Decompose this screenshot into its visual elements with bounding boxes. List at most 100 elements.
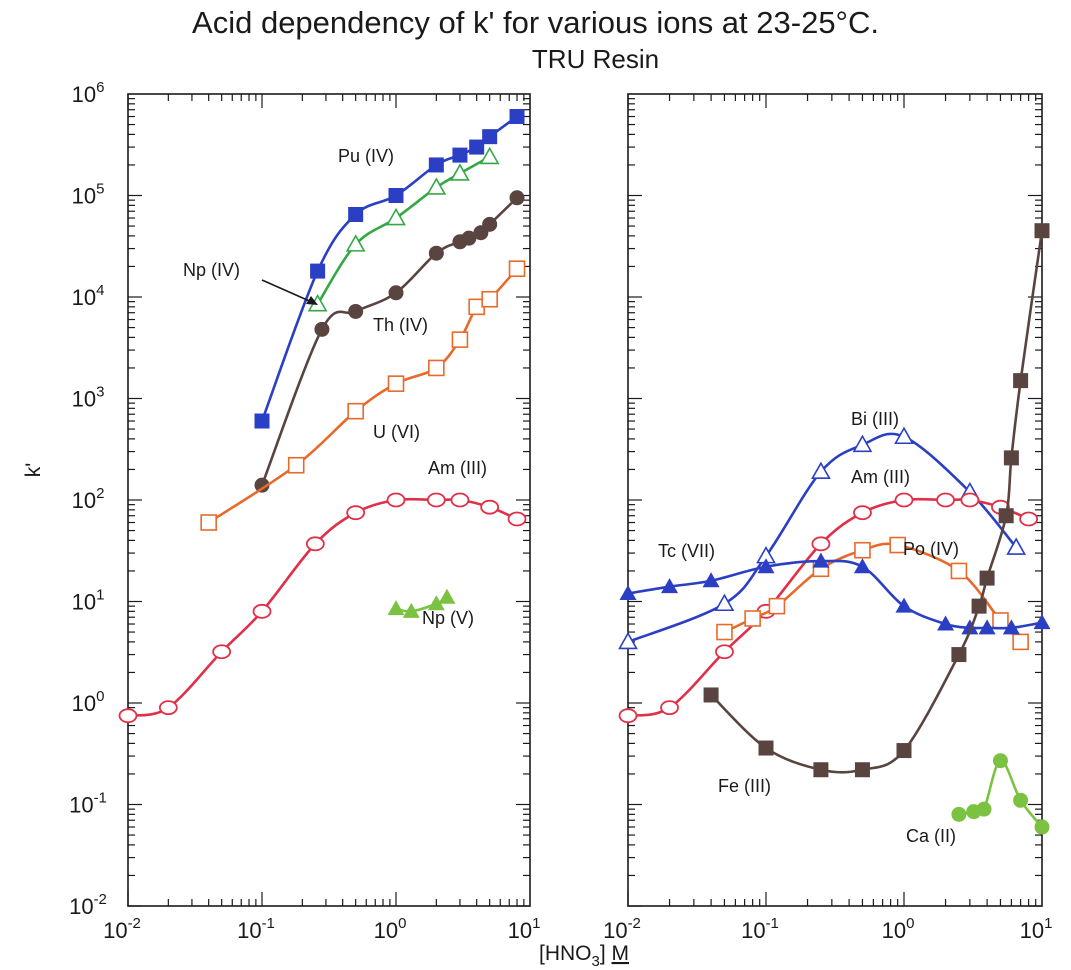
data-point bbox=[951, 647, 967, 663]
data-point bbox=[758, 740, 774, 756]
data-point bbox=[992, 612, 1009, 629]
data-point bbox=[469, 139, 485, 155]
data-point bbox=[619, 584, 637, 600]
data-point bbox=[426, 492, 446, 508]
series-tc-vii: Tc (VII) bbox=[619, 541, 1051, 635]
data-point bbox=[852, 434, 873, 453]
data-point bbox=[254, 477, 270, 493]
data-point bbox=[427, 595, 445, 611]
y-tick-label: 106 bbox=[72, 79, 105, 107]
data-point bbox=[813, 762, 829, 778]
data-point bbox=[387, 600, 405, 616]
x-tick-label: 10-1 bbox=[237, 915, 275, 943]
data-point bbox=[347, 402, 364, 420]
data-point bbox=[509, 190, 525, 206]
y-tick-label: 103 bbox=[72, 384, 105, 412]
series-label: Bi (III) bbox=[851, 409, 899, 429]
data-point bbox=[703, 687, 719, 703]
data-point bbox=[811, 461, 831, 480]
data-point bbox=[1006, 537, 1027, 555]
chart-title: Acid dependency of k' for various ions a… bbox=[192, 5, 879, 40]
series-bi-iii: Bi (III) bbox=[618, 409, 1027, 650]
x-tick-label: 100 bbox=[374, 915, 407, 943]
data-point bbox=[716, 623, 733, 641]
plot-frame bbox=[627, 93, 1043, 907]
data-point bbox=[482, 216, 498, 232]
data-point bbox=[894, 426, 914, 445]
data-point bbox=[811, 536, 831, 552]
data-point bbox=[1012, 633, 1029, 651]
data-point bbox=[660, 700, 679, 716]
data-point bbox=[305, 536, 325, 552]
data-point bbox=[1002, 619, 1020, 635]
left-panel: 10-2 10-1 100 101 10-2 10-1 100 101 102 103 104 105… bbox=[69, 79, 540, 943]
series-line bbox=[710, 230, 1044, 774]
series-am-iii: Am (III) bbox=[118, 458, 527, 724]
data-point bbox=[618, 631, 638, 650]
data-point bbox=[402, 602, 420, 618]
data-point bbox=[937, 615, 955, 631]
data-point bbox=[348, 303, 364, 319]
data-point bbox=[960, 492, 980, 508]
data-point bbox=[757, 558, 775, 574]
data-point bbox=[426, 177, 447, 195]
data-point bbox=[438, 588, 456, 604]
data-point bbox=[971, 598, 987, 614]
data-point bbox=[287, 456, 305, 474]
x-tick-label: 10-2 bbox=[603, 915, 641, 943]
data-point bbox=[895, 597, 913, 613]
data-point bbox=[1034, 819, 1050, 835]
data-point bbox=[961, 619, 979, 635]
series-label: Th (IV) bbox=[373, 315, 428, 335]
data-point bbox=[118, 708, 138, 724]
x-tick-label: 10-2 bbox=[103, 915, 141, 943]
data-point bbox=[853, 505, 872, 521]
data-point bbox=[450, 163, 470, 181]
data-point bbox=[1019, 511, 1039, 527]
data-point bbox=[854, 762, 870, 778]
data-point bbox=[507, 511, 527, 527]
x-tick-label: 101 bbox=[508, 915, 541, 943]
data-point bbox=[853, 558, 871, 574]
data-point bbox=[1034, 223, 1050, 239]
data-point bbox=[346, 505, 366, 521]
series-th-iv: Th (IV) bbox=[254, 190, 525, 493]
data-point bbox=[1013, 792, 1029, 808]
data-point bbox=[998, 508, 1014, 524]
data-point bbox=[1013, 373, 1029, 389]
y-tick-label: 10-1 bbox=[69, 790, 107, 818]
data-point bbox=[481, 290, 498, 308]
x-tick-label: 101 bbox=[1020, 915, 1053, 943]
chart-subtitle: TRU Resin bbox=[531, 44, 660, 74]
data-point bbox=[979, 570, 995, 586]
series-ca-ii: Ca (II) bbox=[906, 753, 1050, 846]
series-label: Np (V) bbox=[422, 608, 474, 628]
data-point bbox=[345, 234, 366, 252]
y-tick-label: 104 bbox=[72, 282, 105, 310]
data-point bbox=[508, 260, 526, 278]
series-pu-iv: Pu (IV) bbox=[254, 109, 525, 429]
data-point bbox=[428, 359, 445, 377]
series-label: Am (III) bbox=[428, 458, 487, 478]
data-point bbox=[387, 375, 405, 392]
data-point bbox=[479, 146, 500, 165]
x-axis-label: [HNO3] M bbox=[539, 942, 629, 970]
np-iv-arrow-head bbox=[306, 296, 318, 305]
data-point bbox=[450, 492, 470, 508]
data-point bbox=[744, 610, 761, 627]
y-tick-label: 10-2 bbox=[69, 891, 107, 919]
data-point bbox=[428, 245, 444, 261]
data-point bbox=[714, 593, 735, 612]
data-point bbox=[461, 230, 477, 246]
data-point bbox=[992, 753, 1008, 769]
plot-frame bbox=[127, 93, 531, 907]
data-point bbox=[451, 331, 469, 348]
y-axis-label: k' bbox=[22, 463, 45, 478]
series-label: Tc (VII) bbox=[658, 541, 715, 561]
series-label: Fe (III) bbox=[718, 776, 771, 796]
data-point bbox=[854, 541, 871, 559]
series-np-iv: Np (IV) bbox=[183, 146, 500, 312]
data-point bbox=[894, 492, 914, 508]
data-point bbox=[702, 572, 720, 588]
x-tick-label: 10-1 bbox=[741, 915, 779, 943]
